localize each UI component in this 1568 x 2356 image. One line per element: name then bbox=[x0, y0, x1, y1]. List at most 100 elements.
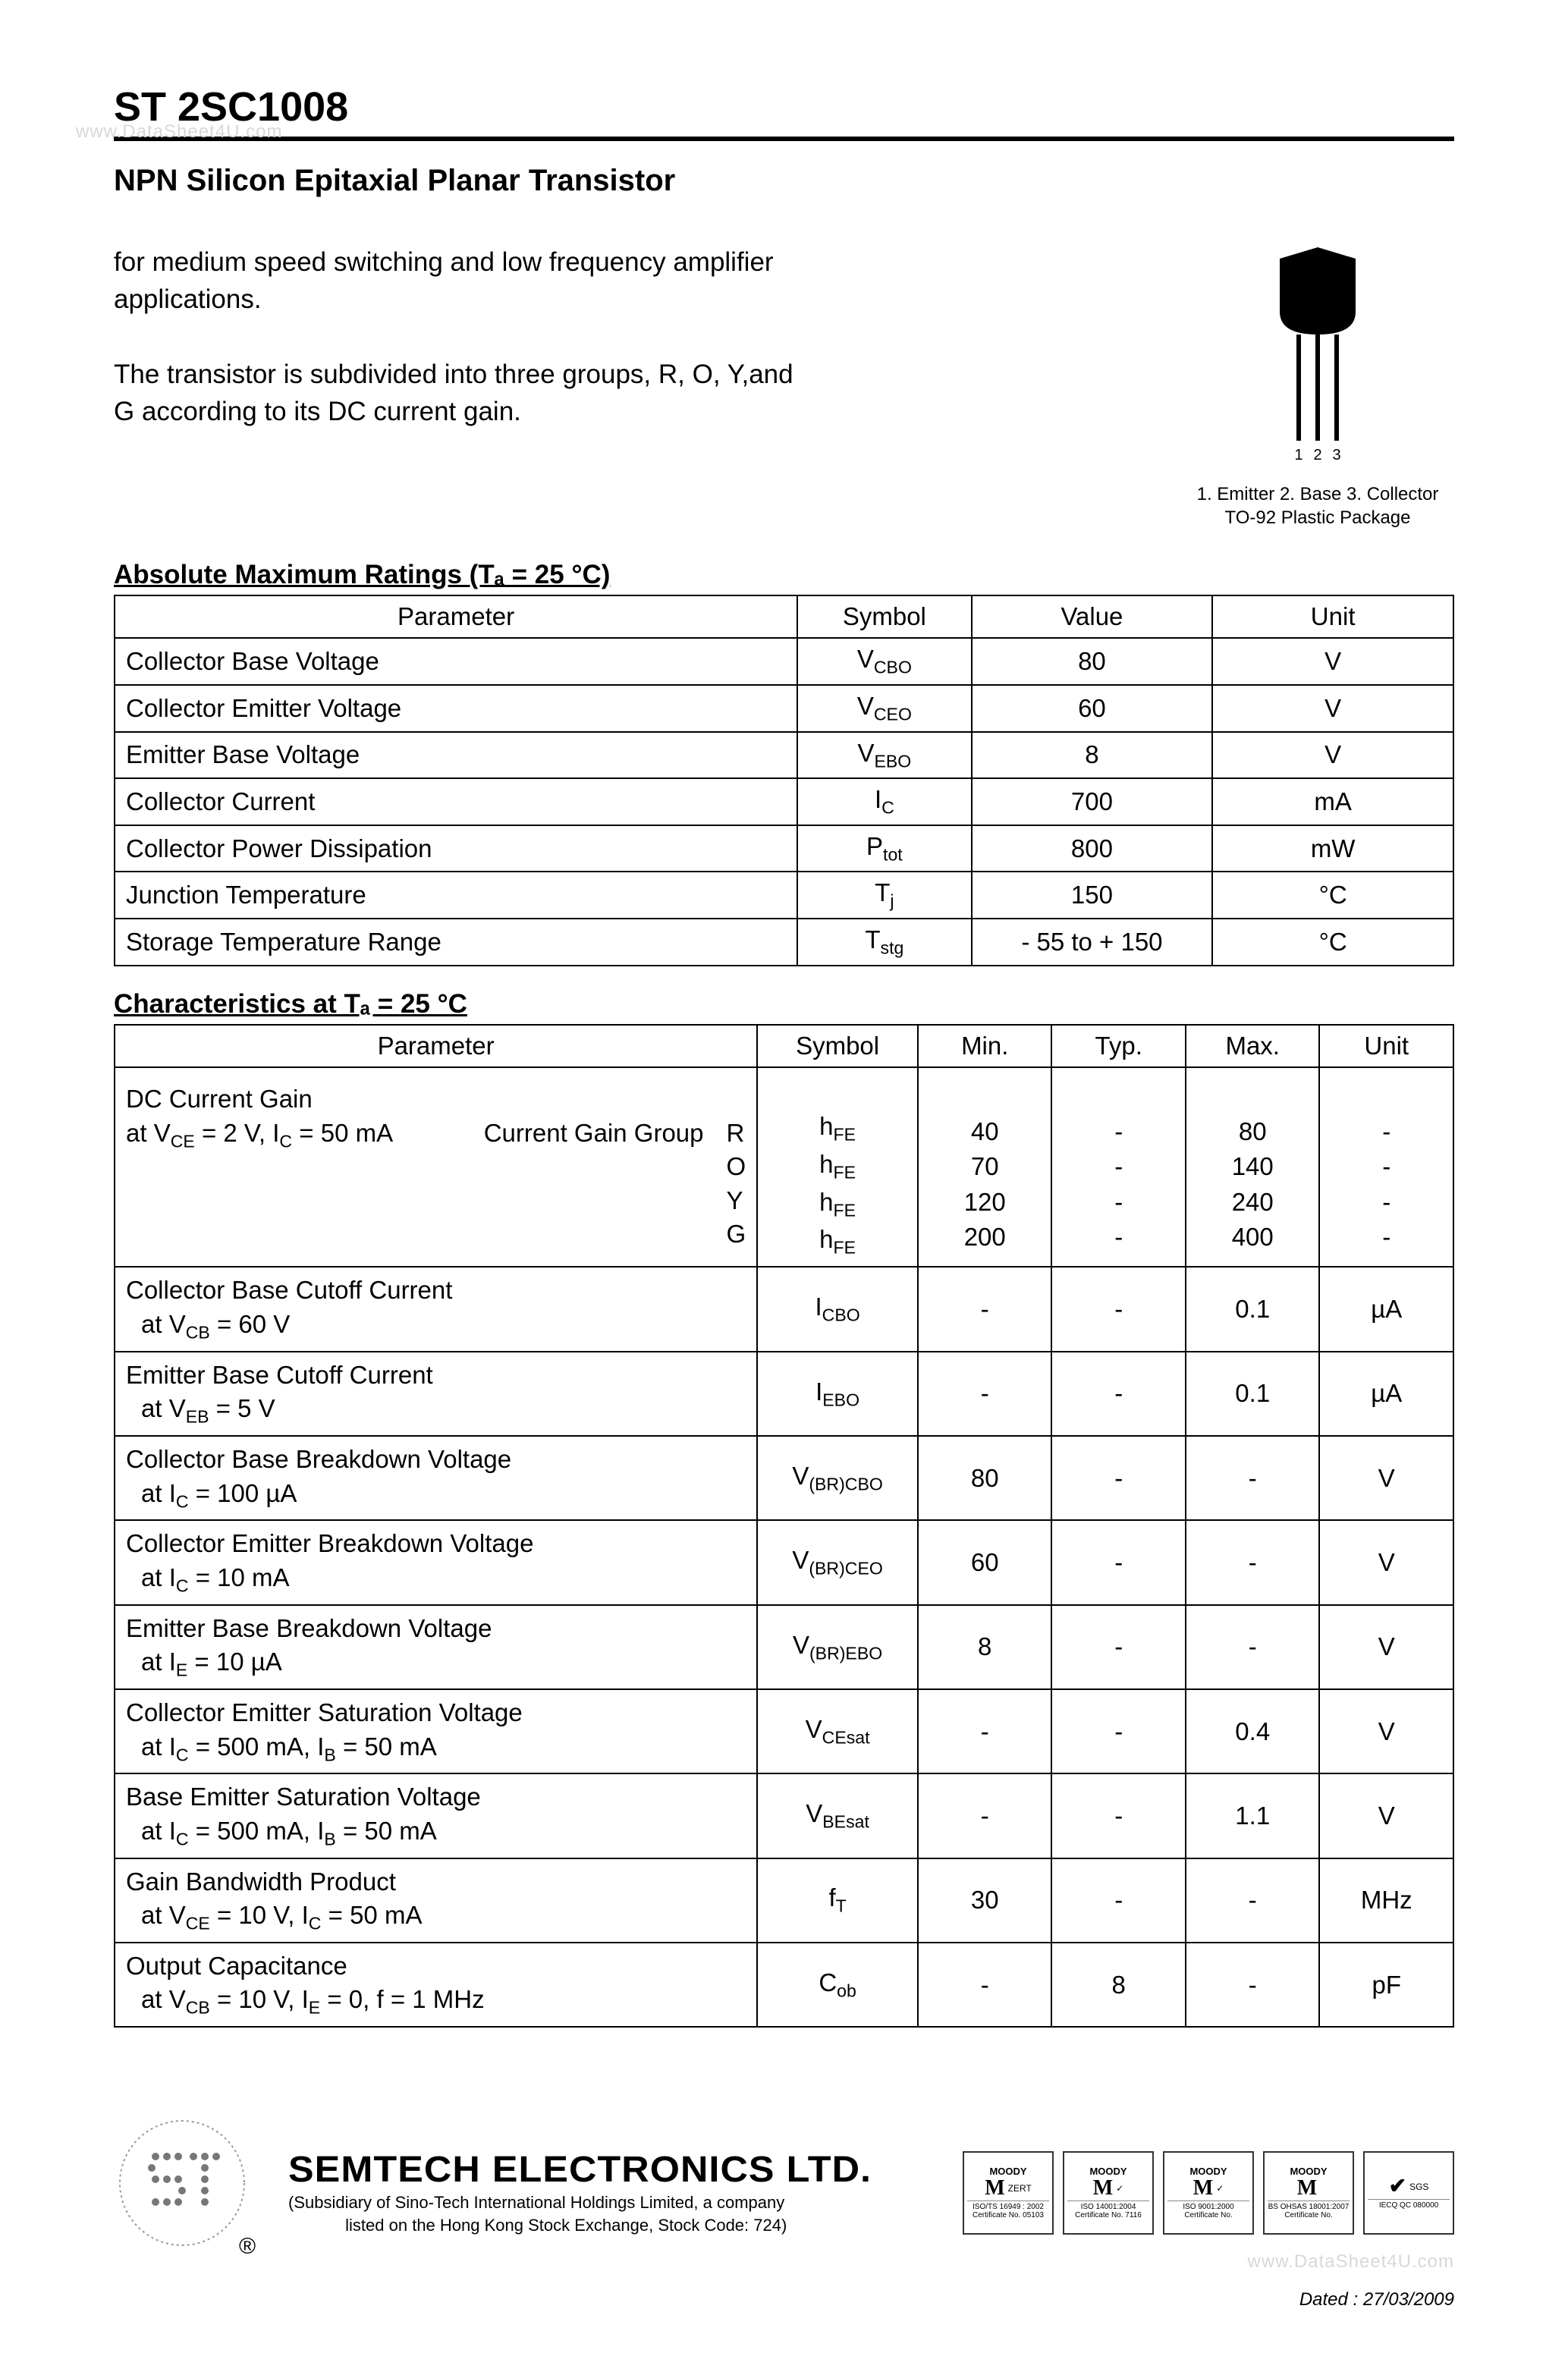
registered-icon: ® bbox=[239, 2234, 256, 2259]
min-cell: - bbox=[918, 1773, 1052, 1858]
param-cell: Collector Current bbox=[115, 778, 797, 825]
min-cell: 60 bbox=[918, 1520, 1052, 1604]
package-caption-2: TO-92 Plastic Package bbox=[1181, 506, 1454, 529]
unit-cell: µA bbox=[1319, 1267, 1453, 1351]
company-sub-2: listed on the Hong Kong Stock Exchange, … bbox=[288, 2215, 844, 2237]
table-row: Base Emitter Saturation Voltageat IC = 5… bbox=[115, 1773, 1453, 1858]
unit-cell: °C bbox=[1212, 919, 1453, 966]
min-cell: 30 bbox=[918, 1858, 1052, 1943]
param-cell: Collector Power Dissipation bbox=[115, 825, 797, 872]
param-cell: Base Emitter Saturation Voltageat IC = 5… bbox=[115, 1773, 757, 1858]
intro-p1: for medium speed switching and low frequ… bbox=[114, 243, 797, 318]
max-cell: - bbox=[1186, 1436, 1320, 1520]
unit-cell: mA bbox=[1212, 778, 1453, 825]
symbol-cell: V(BR)CBO bbox=[757, 1436, 918, 1520]
symbol-cell: VCEsat bbox=[757, 1689, 918, 1773]
min-cell: 4070120200 bbox=[918, 1067, 1052, 1268]
table-header-row: Parameter Symbol Min. Typ. Max. Unit bbox=[115, 1025, 1453, 1067]
unit-cell: pF bbox=[1319, 1943, 1453, 2027]
svg-text:3: 3 bbox=[1332, 447, 1340, 463]
company-sub-1: (Subsidiary of Sino-Tech International H… bbox=[288, 2192, 844, 2214]
unit-cell: V bbox=[1319, 1436, 1453, 1520]
cert-badge: MOODYM✓ISO 14001:2004Certificate No. 711… bbox=[1063, 2151, 1154, 2235]
param-cell: Emitter Base Voltage bbox=[115, 732, 797, 779]
unit-cell: ---- bbox=[1319, 1067, 1453, 1268]
col-max: Max. bbox=[1186, 1025, 1320, 1067]
table-row: Emitter Base Breakdown Voltageat IE = 10… bbox=[115, 1605, 1453, 1689]
typ-cell: - bbox=[1051, 1605, 1186, 1689]
symbol-cell: fT bbox=[757, 1858, 918, 1943]
table-row: Output Capacitanceat VCB = 10 V, IE = 0,… bbox=[115, 1943, 1453, 2027]
param-cell: Collector Emitter Saturation Voltageat I… bbox=[115, 1689, 757, 1773]
table-row: Emitter Base Cutoff Currentat VEB = 5 VI… bbox=[115, 1352, 1453, 1436]
param-cell: Collector Base Voltage bbox=[115, 638, 797, 685]
max-cell: 1.1 bbox=[1186, 1773, 1320, 1858]
table-row: Junction TemperatureTj150°C bbox=[115, 872, 1453, 919]
table-row: DC Current Gainat VCE = 2 V, IC = 50 mAC… bbox=[115, 1067, 1453, 1268]
cert-badges: MOODYMZERTISO/TS 16949 : 2002Certificate… bbox=[963, 2151, 1454, 2235]
symbol-cell: Tstg bbox=[797, 919, 971, 966]
table-row: Collector Base Cutoff Currentat VCB = 60… bbox=[115, 1267, 1453, 1351]
value-cell: 80 bbox=[972, 638, 1213, 685]
max-cell: - bbox=[1186, 1520, 1320, 1604]
to92-icon: 1 2 3 bbox=[1257, 243, 1378, 471]
typ-cell: - bbox=[1051, 1352, 1186, 1436]
chars-table: Parameter Symbol Min. Typ. Max. Unit DC … bbox=[114, 1024, 1454, 2028]
watermark-top: www.DataSheet4U.com bbox=[76, 121, 282, 143]
param-cell: DC Current Gainat VCE = 2 V, IC = 50 mAC… bbox=[115, 1067, 757, 1268]
unit-cell: MHz bbox=[1319, 1858, 1453, 1943]
col-unit: Unit bbox=[1319, 1025, 1453, 1067]
unit-cell: V bbox=[1212, 638, 1453, 685]
intro-text: for medium speed switching and low frequ… bbox=[114, 243, 797, 468]
value-cell: 60 bbox=[972, 685, 1213, 732]
param-cell: Gain Bandwidth Productat VCE = 10 V, IC … bbox=[115, 1858, 757, 1943]
param-cell: Emitter Base Breakdown Voltageat IE = 10… bbox=[115, 1605, 757, 1689]
max-cell: - bbox=[1186, 1605, 1320, 1689]
symbol-cell: hFEhFEhFEhFE bbox=[757, 1067, 918, 1268]
symbol-cell: ICBO bbox=[757, 1267, 918, 1351]
col-symbol: Symbol bbox=[797, 595, 971, 638]
min-cell: - bbox=[918, 1352, 1052, 1436]
symbol-cell: Ptot bbox=[797, 825, 971, 872]
typ-cell: - bbox=[1051, 1267, 1186, 1351]
param-cell: Collector Emitter Breakdown Voltageat IC… bbox=[115, 1520, 757, 1604]
svg-text:2: 2 bbox=[1313, 447, 1321, 463]
st-logo: ® bbox=[114, 2119, 266, 2266]
typ-cell: - bbox=[1051, 1520, 1186, 1604]
symbol-cell: VEBO bbox=[797, 732, 971, 779]
unit-cell: V bbox=[1212, 732, 1453, 779]
min-cell: - bbox=[918, 1267, 1052, 1351]
param-cell: Collector Base Cutoff Currentat VCB = 60… bbox=[115, 1267, 757, 1351]
typ-cell: - bbox=[1051, 1436, 1186, 1520]
title-rule bbox=[114, 137, 1454, 141]
min-cell: - bbox=[918, 1689, 1052, 1773]
col-parameter: Parameter bbox=[115, 595, 797, 638]
table-row: Collector Emitter Saturation Voltageat I… bbox=[115, 1689, 1453, 1773]
max-cell: - bbox=[1186, 1943, 1320, 2027]
svg-text:1: 1 bbox=[1294, 447, 1302, 463]
symbol-cell: VCBO bbox=[797, 638, 971, 685]
typ-cell: - bbox=[1051, 1773, 1186, 1858]
param-cell: Collector Base Breakdown Voltageat IC = … bbox=[115, 1436, 757, 1520]
cert-badge: MOODYMBS OHSAS 18001:2007Certificate No. bbox=[1263, 2151, 1354, 2235]
value-cell: 8 bbox=[972, 732, 1213, 779]
min-cell: 80 bbox=[918, 1436, 1052, 1520]
intro-p2: The transistor is subdivided into three … bbox=[114, 356, 797, 430]
max-cell: 0.1 bbox=[1186, 1352, 1320, 1436]
page-title: NPN Silicon Epitaxial Planar Transistor bbox=[114, 164, 1454, 198]
cert-badge: MOODYM✓ISO 9001:2000Certificate No. bbox=[1163, 2151, 1254, 2235]
unit-cell: µA bbox=[1319, 1352, 1453, 1436]
max-cell: 80140240400 bbox=[1186, 1067, 1320, 1268]
col-typ: Typ. bbox=[1051, 1025, 1186, 1067]
col-min: Min. bbox=[918, 1025, 1052, 1067]
table-row: Emitter Base VoltageVEBO8V bbox=[115, 732, 1453, 779]
symbol-cell: Cob bbox=[757, 1943, 918, 2027]
cert-badge: MOODYMZERTISO/TS 16949 : 2002Certificate… bbox=[963, 2151, 1054, 2235]
param-cell: Emitter Base Cutoff Currentat VEB = 5 V bbox=[115, 1352, 757, 1436]
symbol-cell: IC bbox=[797, 778, 971, 825]
param-cell: Output Capacitanceat VCB = 10 V, IE = 0,… bbox=[115, 1943, 757, 2027]
min-cell: 8 bbox=[918, 1605, 1052, 1689]
chars-title: Characteristics at Tₐ = 25 °C bbox=[114, 989, 1454, 1019]
typ-cell: - bbox=[1051, 1689, 1186, 1773]
abs-max-title: Absolute Maximum Ratings (Tₐ = 25 °C) bbox=[114, 560, 1454, 590]
